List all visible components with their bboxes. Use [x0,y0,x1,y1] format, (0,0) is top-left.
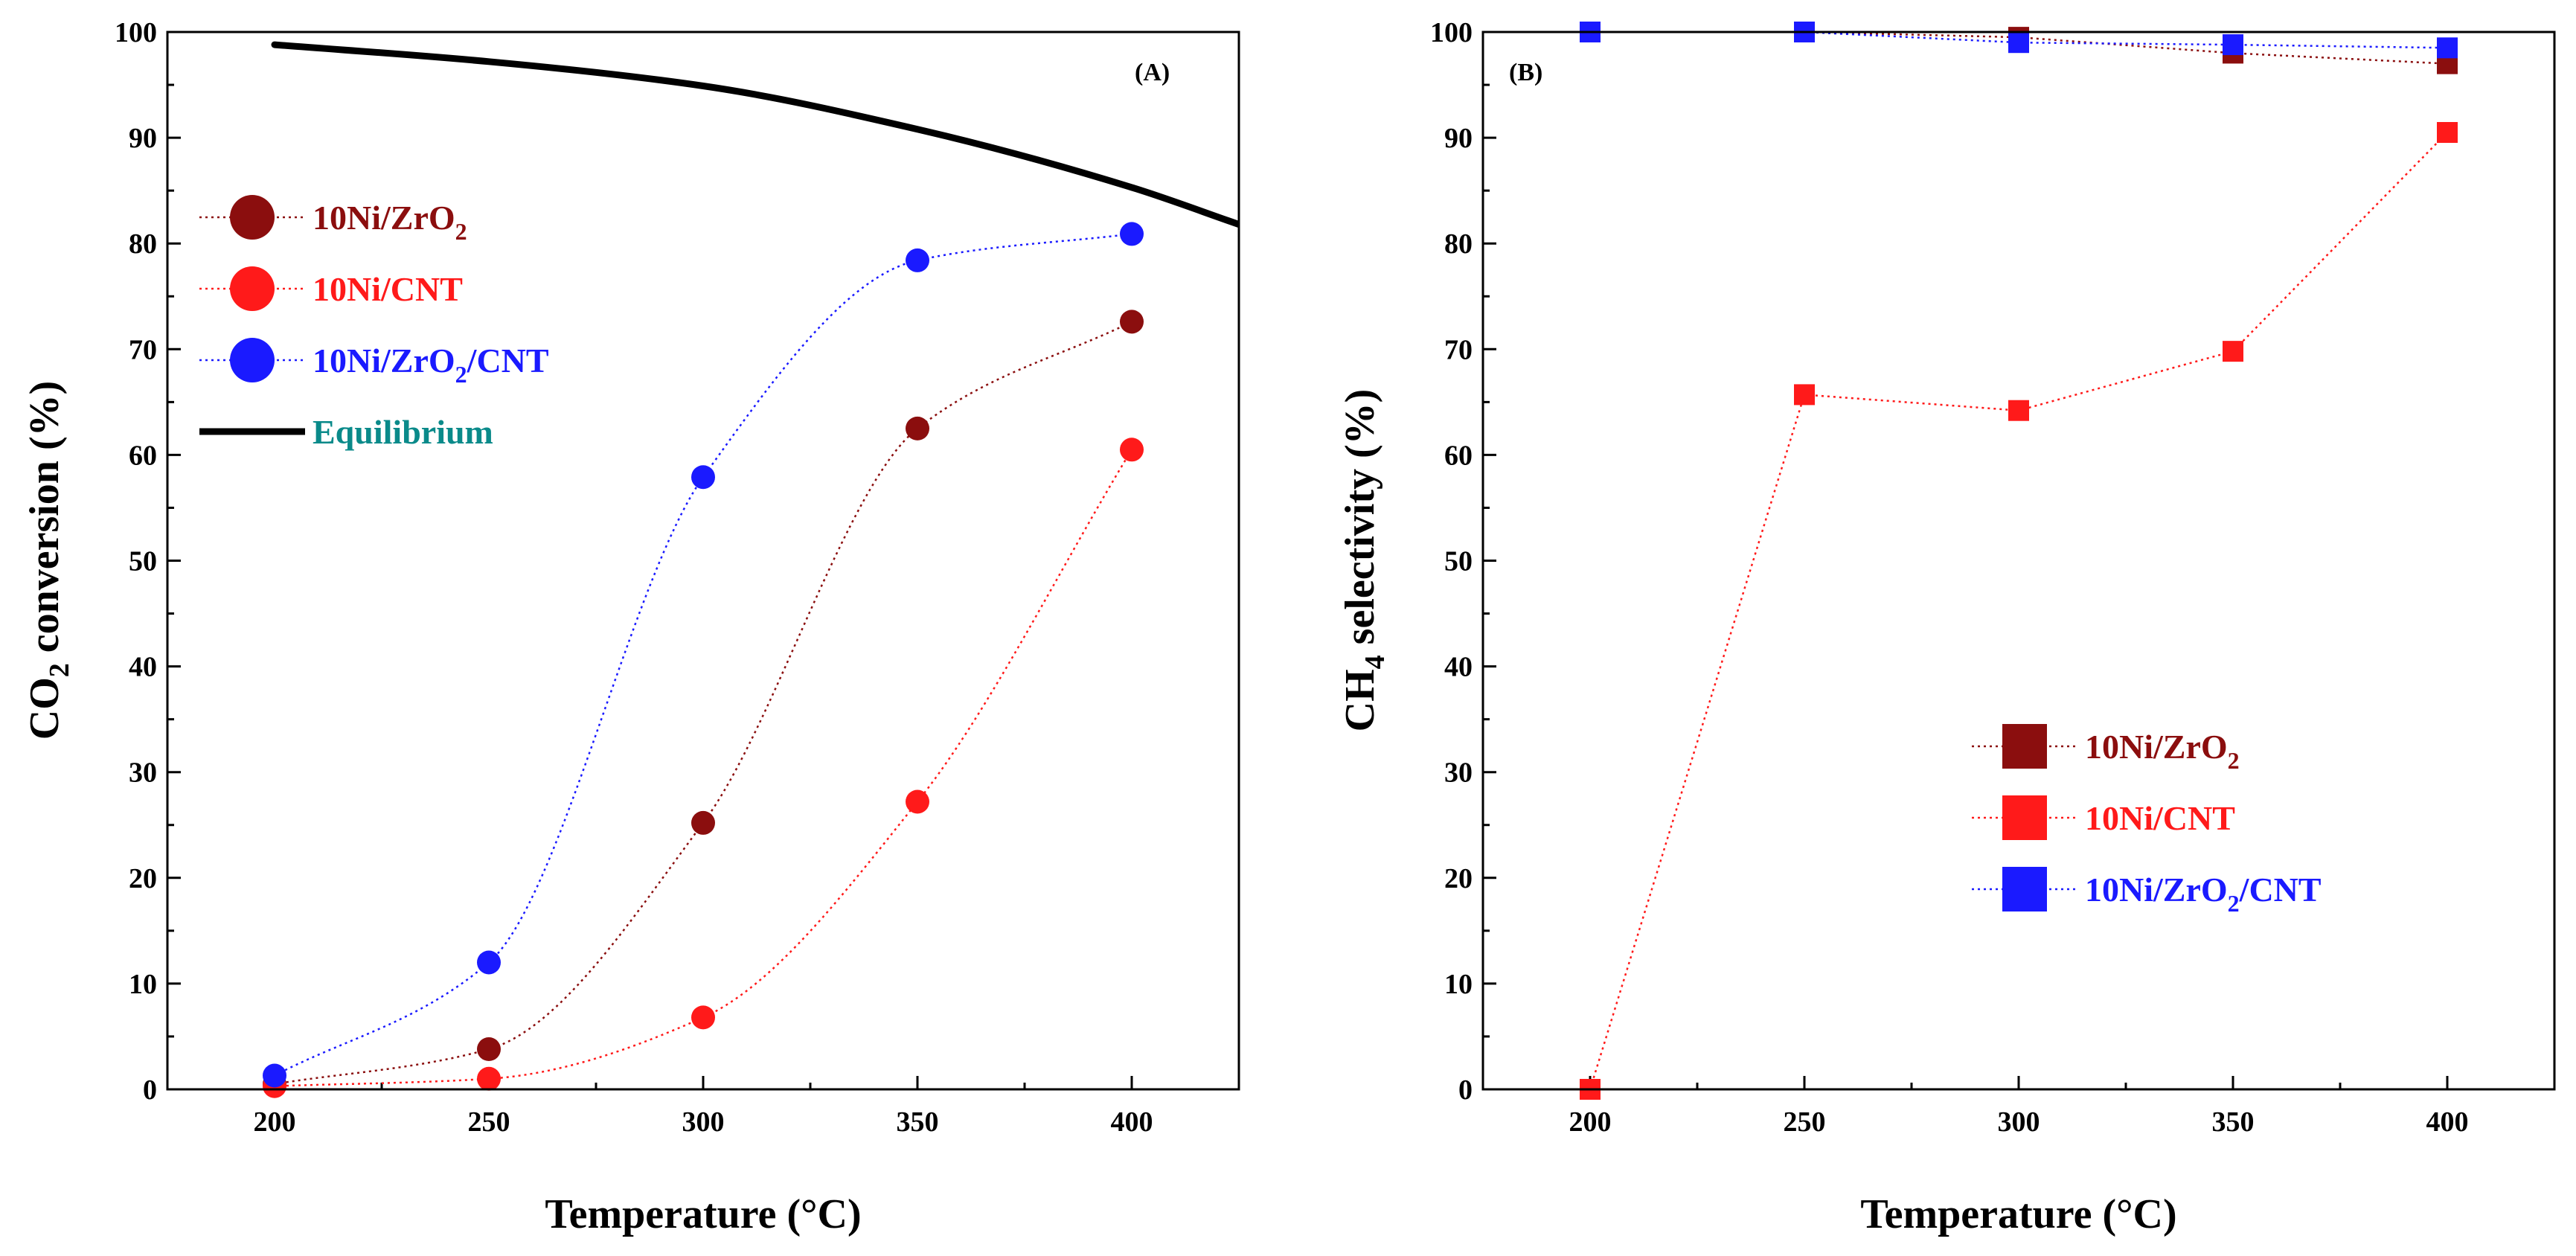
panel-b-legend-zro2cnt-label: 10Ni/ZrO2/CNT [2085,871,2322,917]
panel-a-cnt-point [691,1005,715,1030]
panel-a-x-tick-label: 200 [254,1106,296,1138]
panel-a-legend-cnt-marker [230,266,275,311]
panel-a-zro2cnt-point [906,248,929,272]
panel-b-x-tick-label: 350 [2212,1106,2255,1138]
panel-a-zro2cnt-point [477,950,501,975]
panel-b-y-tick-label: 30 [1444,757,1473,789]
panel-a-x-tick-label: 400 [1111,1106,1153,1138]
panel-a-zro2-point [691,810,715,835]
panel-b-x-tick-label: 300 [1998,1106,2040,1138]
panel-a-y-tick-label: 0 [143,1074,157,1106]
panel-b-selectivity-chart: 200 250 300 350 400 0 10 20 30 40 50 60 70 80 90 100 (B… [1337,17,2556,1237]
panel-a-zro2cnt-point [691,465,715,490]
panel-b-legend-zro2-label: 10Ni/ZrO2 [2085,728,2240,774]
panel-a-label: (A) [1135,59,1170,86]
panel-b-cnt-point [2223,341,2243,362]
panel-a-legend-equilibrium-label: Equilibrium [313,413,493,451]
panel-b-zro2cnt-point [2008,32,2029,54]
panel-a-y-tick-label: 70 [129,334,157,365]
panel-a-cnt-point [906,789,929,814]
panel-a-y-tick-label: 50 [129,546,157,577]
panel-b-cnt-point [2008,400,2029,421]
panel-b-zro2cnt-point [2223,34,2243,56]
panel-a-legend-cnt-label: 10Ni/CNT [313,270,463,308]
panel-b-y-tick-label: 50 [1444,546,1473,577]
panel-a-zro2cnt-point [1120,222,1144,246]
panel-a-conversion-chart: 200 250 300 350 400 0 10 20 30 40 50 60 70 80 90 100 (A… [22,17,1240,1237]
panel-a-zro2cnt-point [263,1063,286,1088]
panel-a-y-tick-label: 80 [129,228,157,260]
panel-b-legend-cnt-marker [2002,795,2047,840]
panel-b-legend-zro2-marker [2002,724,2047,769]
panel-b-legend-cnt-label: 10Ni/CNT [2085,799,2235,837]
panel-a-x-tick-label: 250 [468,1106,510,1138]
panel-a-legend-zro2-label: 10Ni/ZrO2 [313,199,467,245]
panel-a-equilibrium-line [271,41,1239,228]
panel-b-y-tick-label: 90 [1444,123,1473,154]
panel-b-y-tick-label: 20 [1444,863,1473,894]
panel-b-cnt-point [2437,121,2458,143]
panel-a-zro2-point [477,1037,501,1062]
panel-a-cnt-point [477,1066,501,1091]
panel-a-cnt-fit-line [274,449,1133,1087]
panel-a-plot-frame [166,31,1240,1091]
panel-a-legend-zro2-marker [230,195,275,240]
panel-a-cnt-point [1120,438,1144,462]
panel-a-y-tick-label: 60 [129,440,157,471]
panel-b-zro2cnt-point [2437,37,2458,59]
panel-b-y-tick-label: 10 [1444,969,1473,1000]
panel-b-x-tick-label: 400 [2426,1106,2469,1138]
panel-a-y-tick-label: 90 [129,123,157,154]
panel-b-y-axis-title: CH4 selectivity (%) [1337,389,1391,732]
panel-b-y-tick-label: 80 [1444,228,1473,260]
panel-b-legend-zro2cnt-marker [2002,867,2047,911]
panel-a-y-tick-label: 100 [115,17,157,48]
panel-b-cnt-point [1794,384,1815,406]
panel-b-x-tick-label: 250 [1784,1106,1826,1138]
panel-b-y-tick-label: 100 [1430,17,1473,48]
panel-a-legend: 10Ni/ZrO2 10Ni/CNT 10Ni/ZrO2/CNT Equilibriu… [199,195,549,451]
panel-b-x-axis-title: Temperature (°C) [1860,1191,2176,1237]
panel-a-zro2cnt-fit-line [274,233,1132,1077]
panel-a-x-tick-label: 350 [897,1106,939,1138]
panel-b-y-tick-label: 70 [1444,334,1473,365]
panel-a-zro2-point [906,416,929,440]
panel-a-y-tick-label: 30 [129,757,157,789]
panel-a-legend-zro2cnt-label: 10Ni/ZrO2/CNT [313,342,549,388]
panel-b-y-tick-label: 40 [1444,652,1473,683]
panel-a-x-axis-title: Temperature (°C) [545,1191,861,1237]
panel-a-x-tick-label: 300 [682,1106,725,1138]
panel-a-y-tick-label: 20 [129,863,157,894]
panel-b-label: (B) [1509,59,1542,86]
panel-b-legend: 10Ni/ZrO2 10Ni/CNT 10Ni/ZrO2/CNT [1972,724,2322,917]
panel-a-legend-zro2cnt-marker [230,338,275,382]
panel-a-y-tick-label: 10 [129,969,157,1000]
panel-a-zro2-point [1120,310,1144,334]
panel-b-x-tick-label: 200 [1569,1106,1612,1138]
panel-b-y-tick-label: 60 [1444,440,1473,471]
panel-a-zro2-fit-line [274,321,1132,1086]
panel-a-y-tick-label: 40 [129,652,157,683]
panel-b-y-tick-label: 0 [1458,1074,1473,1106]
panel-a-y-axis-title: CO2 conversion (%) [22,381,75,740]
panel-b-plot-frame [1481,31,2556,1091]
